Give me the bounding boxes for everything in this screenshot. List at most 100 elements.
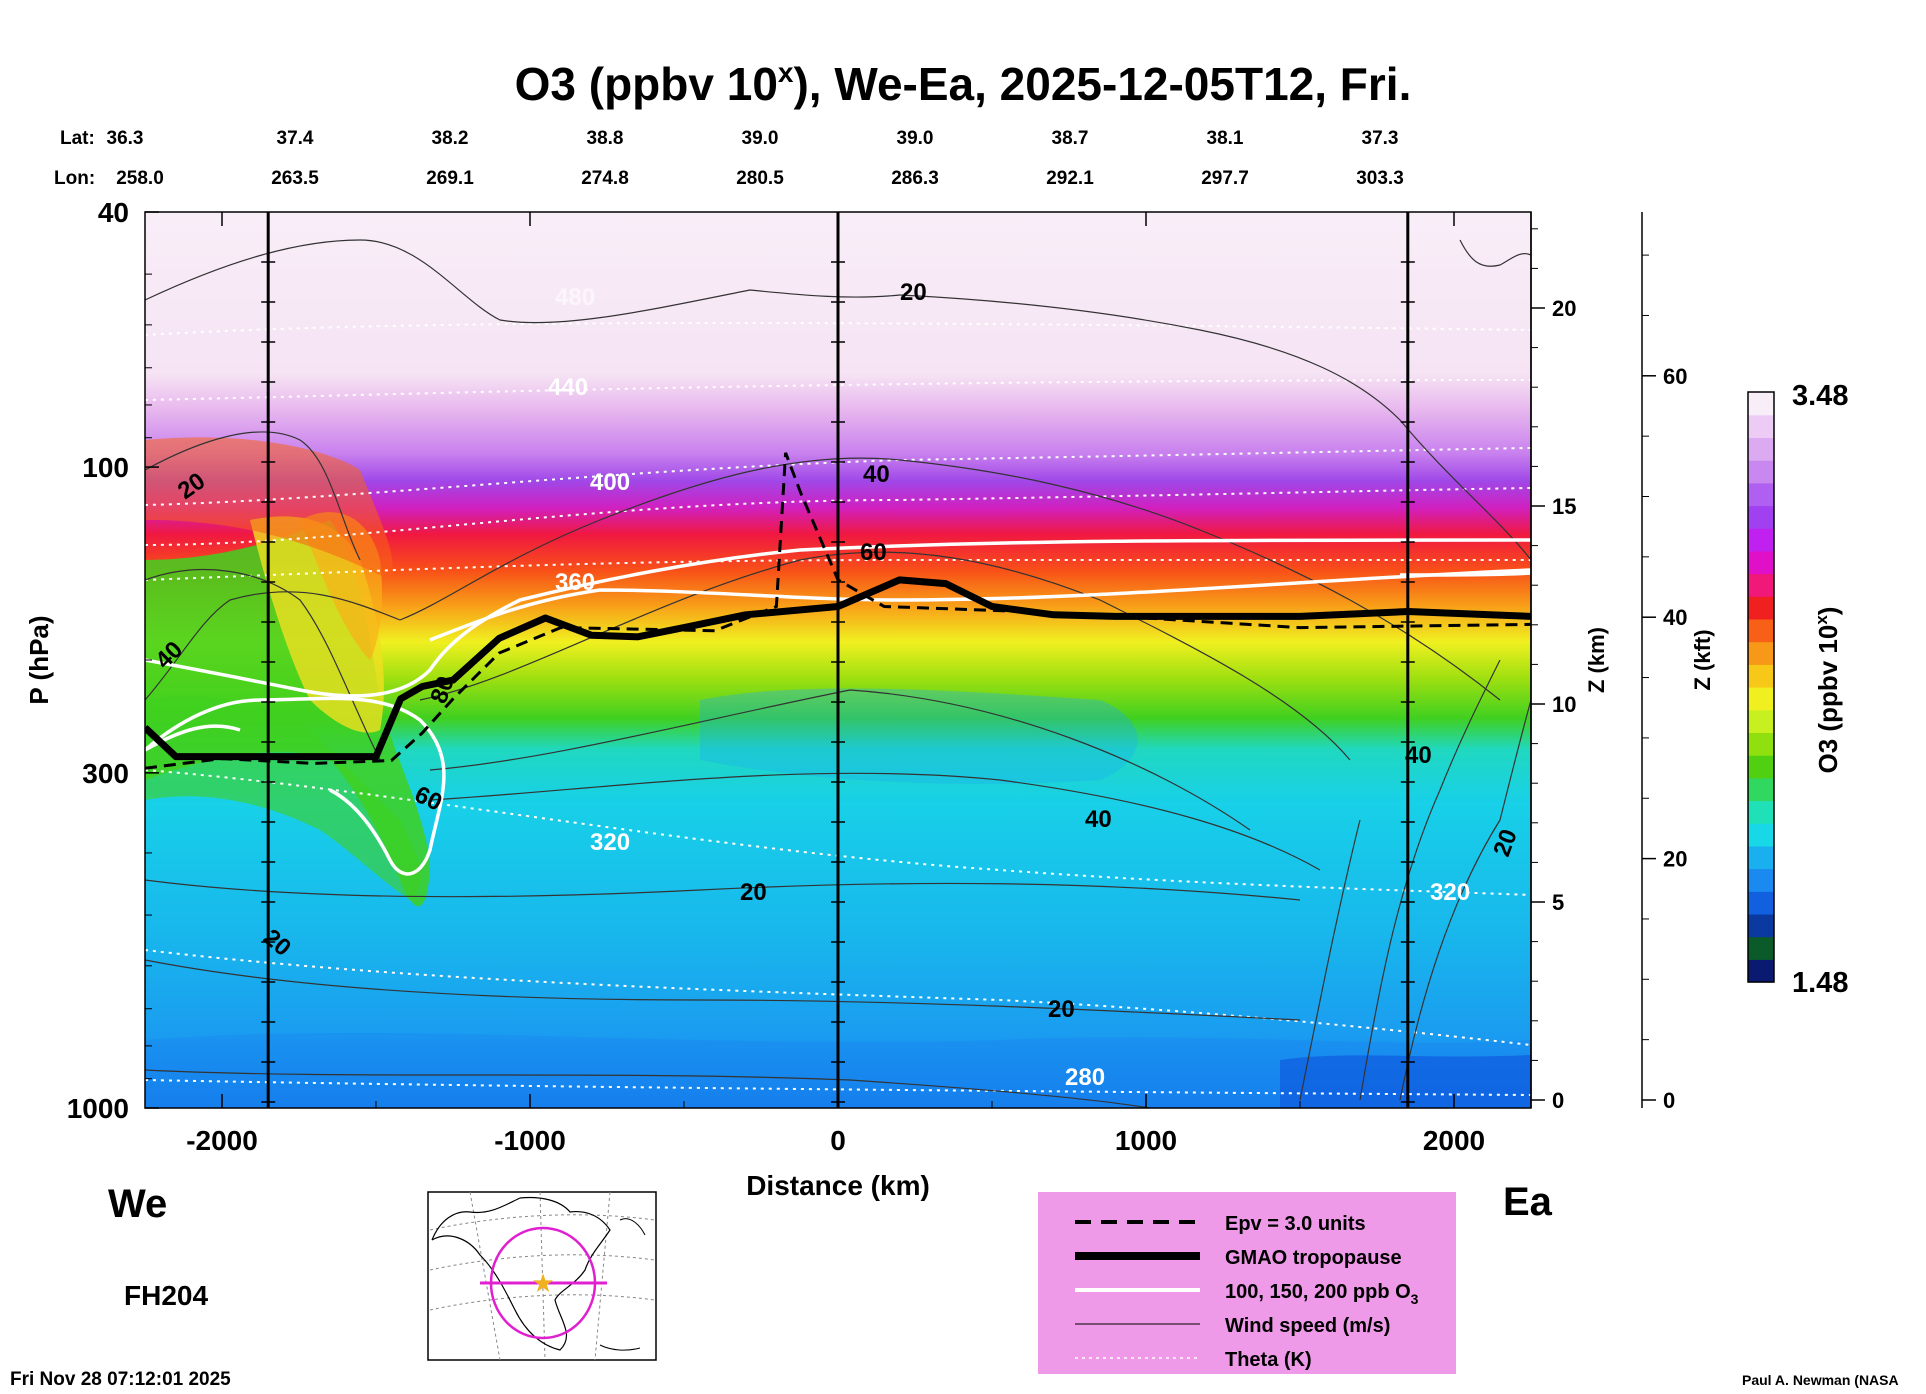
lat-value: 38.2 — [432, 128, 469, 149]
z-km-tick-label: 15 — [1552, 494, 1576, 519]
theta-label: 320 — [590, 829, 630, 856]
lat-value: 36.3 — [107, 128, 144, 149]
y-tick-label: 300 — [82, 758, 129, 789]
lon-value: 292.1 — [1046, 168, 1094, 189]
colorbar-swatch — [1748, 845, 1774, 870]
y-axis: 40 100 300 1000 — [67, 197, 159, 1124]
lat-value: 38.8 — [587, 128, 624, 149]
z-km-tick-label: 0 — [1552, 1088, 1564, 1113]
epv-contour — [145, 452, 1531, 770]
colorbar-swatch — [1748, 936, 1774, 960]
colorbar-swatch — [1748, 959, 1774, 983]
colorbar-swatch — [1748, 505, 1774, 529]
x-tick-label: 2000 — [1423, 1125, 1485, 1156]
chart-title: O3 (ppbv 10x), We-Ea, 2025-12-05T12, Fri… — [515, 57, 1412, 110]
colorbar-swatch — [1748, 800, 1774, 824]
lat-value: 37.4 — [277, 128, 314, 149]
lon-value: 280.5 — [736, 168, 784, 189]
wind-label: 20 — [900, 279, 927, 306]
colorbar-swatch — [1748, 573, 1774, 597]
colorbar-swatch — [1748, 891, 1774, 915]
z-km-axis-label: Z (km) — [1584, 627, 1609, 693]
legend: Epv = 3.0 units GMAO tropopause 100, 150, … — [1038, 1192, 1456, 1374]
ozone-surface-blue — [1280, 1055, 1531, 1108]
z-km-tick-label: 20 — [1552, 296, 1576, 321]
theta-label: 440 — [548, 374, 588, 401]
colorbar-swatch — [1748, 482, 1774, 507]
z-kft-tick-label: 20 — [1663, 847, 1687, 872]
colorbar-frame — [1747, 391, 1775, 983]
lat-value: 39.0 — [897, 128, 934, 149]
credit: Paul A. Newman (NASA — [1742, 1372, 1899, 1388]
colorbar-max-label: 3.48 — [1792, 380, 1848, 412]
wind-speed-contours — [145, 239, 1531, 1108]
lat-value: 38.1 — [1207, 128, 1244, 149]
wind-label: 40 — [863, 461, 890, 488]
lon-value: 303.3 — [1356, 168, 1404, 189]
lat-label: Lat: — [60, 128, 95, 149]
colorbar-swatch — [1748, 913, 1774, 938]
lon-value: 269.1 — [426, 168, 474, 189]
lon-label: Lon: — [54, 168, 95, 189]
colorbar-swatch — [1748, 709, 1774, 733]
colorbar-swatch — [1748, 528, 1774, 552]
forecast-hour-label: FH204 — [124, 1280, 208, 1311]
colorbar-label: O3 (ppbv 10x) — [1812, 607, 1843, 774]
colorbar-min-label: 1.48 — [1792, 967, 1848, 999]
wind-label: 20 — [740, 879, 767, 906]
z-km-axis: 0 5 10 15 20 — [1530, 212, 1576, 1113]
wind-label: 40 — [1405, 742, 1432, 769]
z-kft-axis: 0 20 40 60 — [1641, 212, 1687, 1113]
colorbar-swatch — [1748, 437, 1774, 461]
z-kft-tick-label: 40 — [1663, 605, 1687, 630]
legend-label: Theta (K) — [1225, 1349, 1312, 1371]
theta-label: 320 — [1430, 879, 1470, 906]
theta-label: 280 — [1065, 1064, 1105, 1091]
legend-label: Wind speed (m/s) — [1225, 1315, 1390, 1337]
map-graticule — [429, 1191, 656, 1361]
lat-lon-header: 36.3 37.4 38.2 38.8 39.0 39.0 38.7 38.1 37.3 258.… — [107, 128, 1404, 189]
y-tick-label: 40 — [98, 197, 129, 228]
x-tick-label: -1000 — [494, 1125, 566, 1156]
theta-label: 480 — [555, 284, 595, 311]
map-center-star-icon: ★ — [531, 1268, 554, 1298]
x-tick-label: 0 — [830, 1125, 846, 1156]
colorbar-swatch — [1748, 550, 1774, 575]
y-tick-label: 1000 — [67, 1093, 129, 1124]
colorbar-swatch — [1748, 414, 1774, 438]
lon-value: 263.5 — [271, 168, 319, 189]
colorbar-swatch — [1748, 732, 1774, 756]
colorbar-swatch — [1748, 777, 1774, 802]
colorbar-swatch — [1748, 392, 1774, 416]
ozone-low-green — [145, 696, 421, 900]
ozone-field: 440 400 360 320 280 480 320 20 40 60 80 … — [145, 212, 1531, 1108]
colorbar-swatch — [1748, 868, 1774, 892]
lat-value: 37.3 — [1362, 128, 1399, 149]
x-tick-label: -2000 — [186, 1125, 258, 1156]
wind-label: 40 — [1085, 806, 1112, 833]
colorbar-swatch — [1748, 460, 1774, 484]
lon-value: 297.7 — [1201, 168, 1249, 189]
legend-label: GMAO tropopause — [1225, 1247, 1402, 1269]
colorbar — [1748, 392, 1774, 983]
ozone-midtrop-patch — [700, 688, 1138, 784]
gmao-tropopause-line — [145, 576, 1531, 761]
y-tick-label: 100 — [82, 452, 129, 483]
east-label: Ea — [1503, 1180, 1553, 1224]
legend-label: 100, 150, 200 ppb O3 — [1225, 1281, 1419, 1307]
inset-map: ★ — [427, 1191, 657, 1361]
lat-value: 38.7 — [1052, 128, 1089, 149]
colorbar-swatch — [1748, 823, 1774, 847]
x-axis-label: Distance (km) — [746, 1170, 930, 1201]
z-kft-tick-label: 0 — [1663, 1088, 1675, 1113]
colorbar-swatch — [1748, 641, 1774, 665]
wind-label: 20 — [1048, 996, 1075, 1023]
y-axis-label: P (hPa) — [24, 615, 54, 704]
z-km-tick-label: 5 — [1552, 890, 1564, 915]
wind-label: 60 — [860, 539, 887, 566]
theta-label: 360 — [555, 569, 595, 596]
theta-contours — [145, 322, 1531, 1096]
x-axis: -2000 -1000 0 1000 2000 — [186, 212, 1485, 1156]
z-kft-axis-label: Z (kft) — [1690, 629, 1715, 690]
lon-value: 286.3 — [891, 168, 939, 189]
